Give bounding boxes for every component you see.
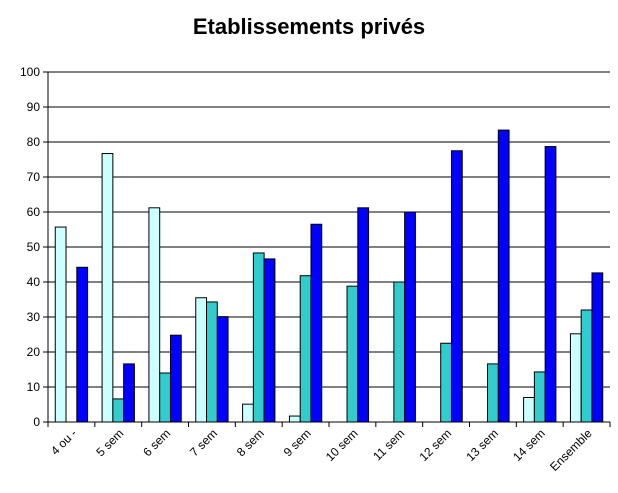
y-tick-label: 0 xyxy=(33,415,40,429)
x-tick-label: 8 sem xyxy=(234,426,267,459)
bar-3 xyxy=(216,316,229,423)
x-tick-label: 6 sem xyxy=(140,426,173,459)
y-tick-label: 60 xyxy=(27,205,41,219)
x-tick-label: 11 sem xyxy=(370,426,407,463)
x-tick-label: 7 sem xyxy=(187,426,220,459)
bar-3 xyxy=(544,146,557,423)
x-tick-label: 13 sem xyxy=(463,426,501,464)
bar-3 xyxy=(123,363,135,423)
bar-2 xyxy=(580,309,593,423)
bar-1 xyxy=(569,333,582,423)
y-tick-label: 50 xyxy=(27,240,41,254)
x-tick-label: 12 sem xyxy=(416,426,454,464)
bar-3 xyxy=(310,223,323,423)
bar-2 xyxy=(487,363,499,423)
x-tick-label: 5 sem xyxy=(93,426,126,459)
x-tick-label: 14 sem xyxy=(510,426,548,464)
bar-3 xyxy=(357,207,370,423)
bar-2 xyxy=(252,252,265,423)
chart-title: Etablissements privés xyxy=(192,14,426,39)
bar-3 xyxy=(591,272,604,423)
y-tick-label: 100 xyxy=(20,65,40,79)
bar-1 xyxy=(101,153,114,423)
y-tick-label: 70 xyxy=(27,170,41,184)
bar-2 xyxy=(159,372,171,423)
bar-1 xyxy=(148,207,161,423)
axes xyxy=(43,71,611,427)
y-tick-label: 20 xyxy=(27,345,41,359)
y-tick-label: 80 xyxy=(27,135,41,149)
y-tick-label: 90 xyxy=(27,100,41,114)
bar-1 xyxy=(54,226,67,423)
y-tick-label: 40 xyxy=(27,275,41,289)
x-tick-label: 9 sem xyxy=(281,426,314,459)
x-tick-label: Ensemble xyxy=(547,426,595,474)
bar-2 xyxy=(299,275,312,423)
bar-2 xyxy=(533,371,546,423)
bar-1 xyxy=(288,415,301,423)
bar-1 xyxy=(523,397,535,423)
bar-3 xyxy=(497,129,510,423)
y-tick-label: 10 xyxy=(27,380,41,394)
bar-3 xyxy=(76,266,89,423)
y-tick-label: 30 xyxy=(27,310,41,324)
bar-1 xyxy=(242,403,254,423)
bar-2 xyxy=(440,342,452,423)
bar-2 xyxy=(346,285,359,423)
x-tick-label: 4 ou - xyxy=(48,426,80,458)
x-tick-label: 10 sem xyxy=(323,426,361,464)
bar-3 xyxy=(169,334,182,423)
bar-3 xyxy=(404,211,416,423)
gridlines xyxy=(48,71,610,388)
bar-2 xyxy=(206,301,218,423)
bar-2 xyxy=(112,398,125,423)
bar-3 xyxy=(263,258,276,423)
bars xyxy=(54,129,604,423)
bar-1 xyxy=(195,297,208,423)
bar-2 xyxy=(393,281,406,423)
bar-3 xyxy=(450,150,463,423)
